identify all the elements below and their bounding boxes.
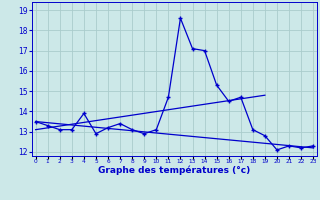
X-axis label: Graphe des températures (°c): Graphe des températures (°c) <box>98 166 251 175</box>
